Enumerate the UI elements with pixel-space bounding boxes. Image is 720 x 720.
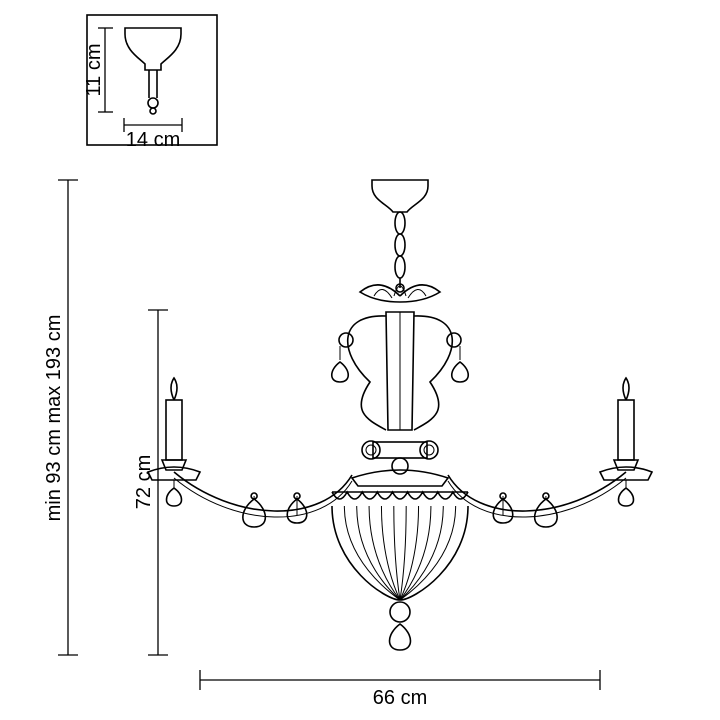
inset-height-label: 11 cm <box>83 44 105 97</box>
inset-canopy-detail: 11 cm 14 cm <box>83 15 217 151</box>
width-dimension: 66 cm <box>200 670 600 709</box>
width-label: 66 cm <box>373 687 427 709</box>
overall-height-label: min 93 cm max 193 cm <box>43 315 65 522</box>
inset-width-dimension: 14 cm <box>124 118 182 151</box>
inset-width-label: 14 cm <box>126 129 180 151</box>
chandelier-drawing <box>148 180 652 650</box>
inset-canopy-icon <box>125 28 181 114</box>
overall-height-dimension: min 93 cm max 193 cm <box>43 180 78 655</box>
diagram-svg: 11 cm 14 cm min 93 cm max 193 cm 72 cm 6… <box>0 0 720 720</box>
body-height-dimension: 72 cm <box>133 310 168 655</box>
body-height-label: 72 cm <box>133 455 155 509</box>
diagram-root: 11 cm 14 cm min 93 cm max 193 cm 72 cm 6… <box>0 0 720 720</box>
